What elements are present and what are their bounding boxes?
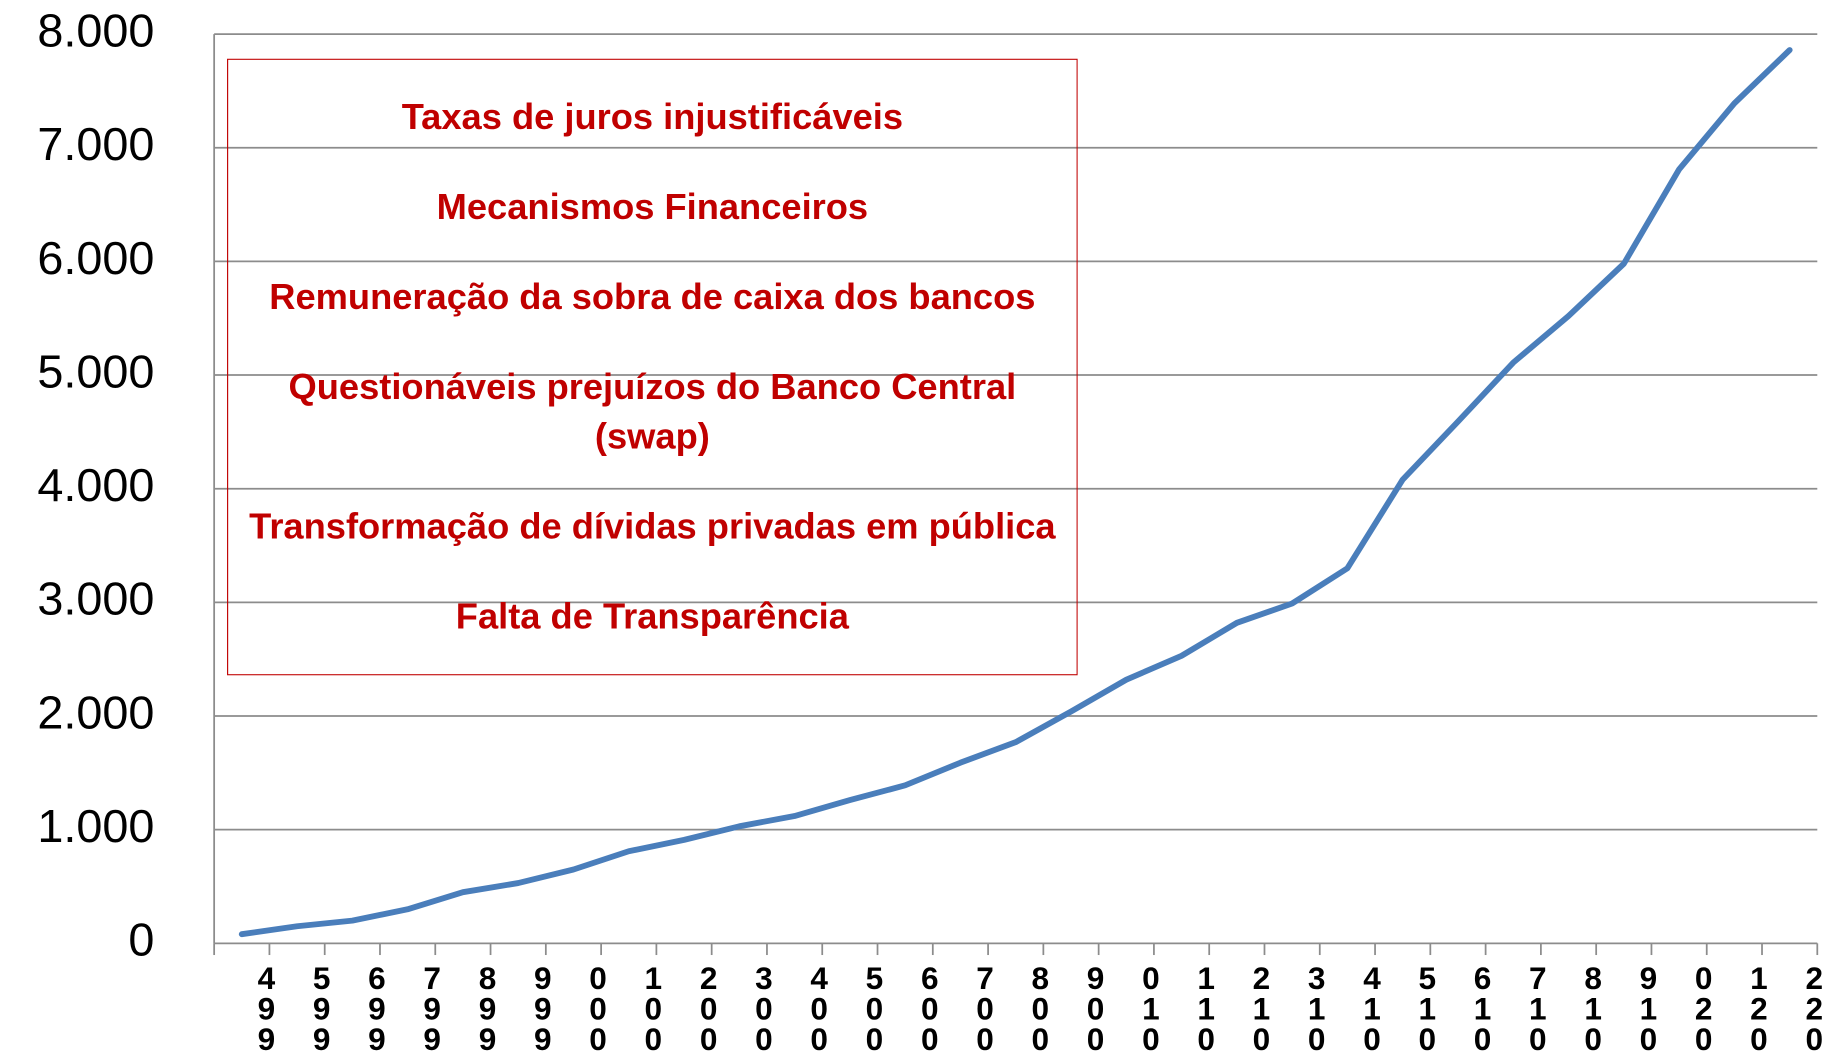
x-tick-label: 1002 <box>645 960 663 1057</box>
x-tick-label: 7102 <box>1529 960 1547 1057</box>
x-tick-label: 0102 <box>1142 960 1160 1057</box>
annotation: Mecanismos Financeiros <box>436 186 869 228</box>
x-tick-label: 6002 <box>921 960 939 1057</box>
x-tick-label: 1202 <box>1750 960 1768 1057</box>
x-tick-label: 5002 <box>866 960 884 1057</box>
x-tick-label: 5102 <box>1418 960 1436 1057</box>
y-tick-label: 4.000 <box>37 459 154 511</box>
y-tick-label: 1.000 <box>37 800 154 852</box>
y-tick-label: 5.000 <box>37 345 154 397</box>
x-tick-label: 8102 <box>1584 960 1602 1057</box>
x-tick-label: 2202 <box>1805 960 1823 1057</box>
annotation-box: Taxas de juros injustificáveis Mecanismos… <box>227 58 1078 676</box>
x-tick-label: 9102 <box>1640 960 1658 1057</box>
y-tick-label: 6.000 <box>37 232 154 284</box>
annotation: Transformação de dívidas privadas em púb… <box>249 505 1056 547</box>
x-tick-label: 7991 <box>423 960 441 1057</box>
x-tick-label: 0202 <box>1695 960 1713 1057</box>
x-tick-label: 1102 <box>1197 960 1215 1057</box>
x-tick-label: 6102 <box>1474 960 1492 1057</box>
x-tick-label: 4002 <box>810 960 828 1057</box>
y-tick-label: 0 <box>128 914 154 966</box>
data-line <box>238 47 1793 938</box>
x-tick-label: 7002 <box>976 960 994 1057</box>
y-tick-label: 7.000 <box>37 118 154 170</box>
annotation: Remuneração da sobra de caixa dos bancos <box>269 276 1036 318</box>
x-tick-label: 9991 <box>534 960 552 1057</box>
x-tick-label: 4102 <box>1363 960 1381 1057</box>
y-tick-label: 3.000 <box>37 573 154 625</box>
annotation: Falta de Transparência <box>455 596 849 638</box>
x-tick-label: 5991 <box>313 960 331 1057</box>
annotation: Taxas de juros injustificáveis <box>401 95 904 137</box>
annotation: Questionáveis prejuízos do Banco Central… <box>288 366 1017 457</box>
y-tick-label: 8.000 <box>37 4 154 56</box>
x-tick-label: 4991 <box>258 960 276 1057</box>
x-tick-label: 8991 <box>479 960 497 1057</box>
y-tick-label: 2.000 <box>37 686 154 738</box>
x-tick-label: 6991 <box>368 960 386 1057</box>
annotation-list: Taxas de juros injustificáveis Mecanismos… <box>227 58 1078 676</box>
x-tick-label: 2102 <box>1253 960 1271 1057</box>
x-tick-label: 9002 <box>1087 960 1105 1057</box>
x-tick-label: 8002 <box>1032 960 1050 1057</box>
